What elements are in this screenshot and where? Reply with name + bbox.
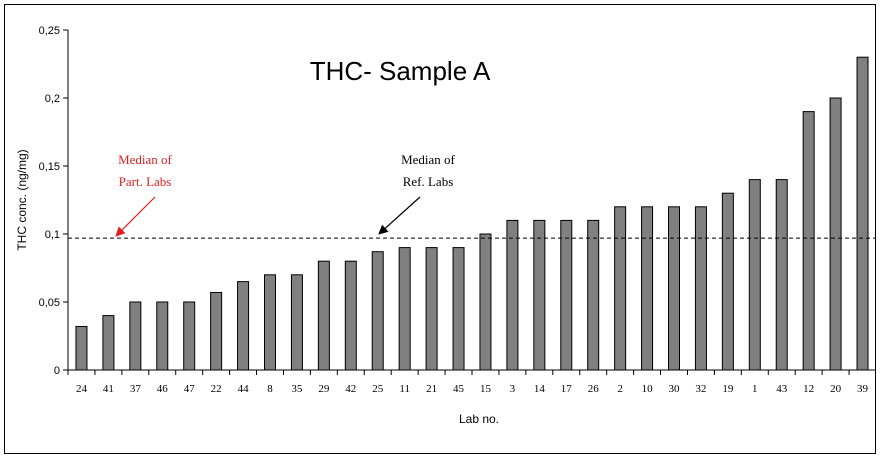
bar-lab-41 <box>102 315 115 371</box>
bar-lab-15 <box>479 233 492 371</box>
bar-lab-39 <box>856 56 869 371</box>
x-tick-label: 22 <box>211 383 222 395</box>
x-tick-label: 10 <box>642 383 654 395</box>
bar-lab-47 <box>183 301 196 371</box>
y-tick-label: 0,2 <box>45 93 60 105</box>
y-tick-label: 0,25 <box>39 25 60 37</box>
y-axis-label: THC conc. (ng/mg) <box>15 149 29 250</box>
x-tick-label: 46 <box>157 383 169 395</box>
chart-title: THC- Sample A <box>310 56 491 86</box>
x-tick-label: 15 <box>480 383 492 395</box>
bar-lab-30 <box>668 206 680 371</box>
bar-lab-10 <box>641 206 654 371</box>
x-tick-label: 42 <box>345 383 356 395</box>
x-tick-label: 24 <box>76 383 88 395</box>
bar-lab-45 <box>452 247 465 371</box>
x-tick-label: 25 <box>372 383 384 395</box>
bar-lab-46 <box>156 301 169 371</box>
x-tick-label: 39 <box>857 383 869 395</box>
annotation-part-labs-arrow <box>115 196 156 237</box>
x-tick-label: 43 <box>776 383 788 395</box>
x-tick-label: 20 <box>830 383 842 395</box>
x-tick-label: 30 <box>669 383 681 395</box>
y-tick-label: 0,1 <box>45 229 60 241</box>
y-tick-label: 0,05 <box>39 297 60 309</box>
annotation-ref-labs-line2: Ref. Labs <box>403 174 454 189</box>
x-tick-label: 41 <box>103 383 114 395</box>
bar-lab-22 <box>210 291 223 371</box>
annotation-ref-labs-arrow <box>378 196 421 235</box>
x-tick-label: 17 <box>561 383 573 395</box>
x-tick-label: 44 <box>238 383 250 395</box>
x-tick-label: 12 <box>803 383 814 395</box>
x-tick-label: 1 <box>752 383 758 395</box>
bar-lab-29 <box>317 260 330 371</box>
bar-lab-24 <box>75 325 88 371</box>
x-tick-label: 47 <box>184 383 196 395</box>
annotation-part-labs-line1: Median of <box>118 152 172 167</box>
bar-lab-12 <box>802 111 815 371</box>
x-tick-label: 8 <box>267 383 273 395</box>
bar-lab-14 <box>533 219 546 371</box>
x-tick-label: 2 <box>617 383 623 395</box>
bar-lab-2 <box>614 206 627 371</box>
y-tick-label: 0,15 <box>39 161 60 173</box>
annotation-ref-labs-line1: Median of <box>401 152 455 167</box>
bar-lab-20 <box>829 97 842 371</box>
bar-lab-11 <box>398 247 411 371</box>
bar-lab-17 <box>560 219 573 371</box>
x-tick-label: 19 <box>722 383 734 395</box>
x-tick-label: 26 <box>588 383 600 395</box>
x-tick-label: 32 <box>695 383 706 395</box>
x-tick-label: 29 <box>318 383 330 395</box>
bar-lab-25 <box>371 251 384 371</box>
bar-lab-19 <box>721 192 734 371</box>
bar-lab-42 <box>344 260 357 371</box>
x-tick-label: 11 <box>399 383 410 395</box>
x-tick-label: 14 <box>534 383 546 395</box>
x-tick-label: 45 <box>453 383 465 395</box>
bar-lab-32 <box>694 206 707 371</box>
bar-lab-8 <box>264 274 276 371</box>
bar-lab-44 <box>237 281 250 371</box>
x-axis-label: Lab no. <box>459 412 499 426</box>
x-tick-label: 37 <box>130 383 142 395</box>
bar-lab-43 <box>775 179 788 371</box>
bar-lab-3 <box>506 219 519 371</box>
y-tick-label: 0 <box>54 365 60 377</box>
annotation-part-labs-line2: Part. Labs <box>119 174 172 189</box>
bar-lab-1 <box>748 179 761 371</box>
x-tick-label: 3 <box>510 383 516 395</box>
bar-lab-26 <box>587 219 600 371</box>
x-tick-label: 21 <box>426 383 437 395</box>
x-tick-label: 35 <box>291 383 303 395</box>
bar-lab-37 <box>129 301 142 371</box>
bar-lab-21 <box>425 247 438 371</box>
bar-lab-35 <box>290 274 303 371</box>
